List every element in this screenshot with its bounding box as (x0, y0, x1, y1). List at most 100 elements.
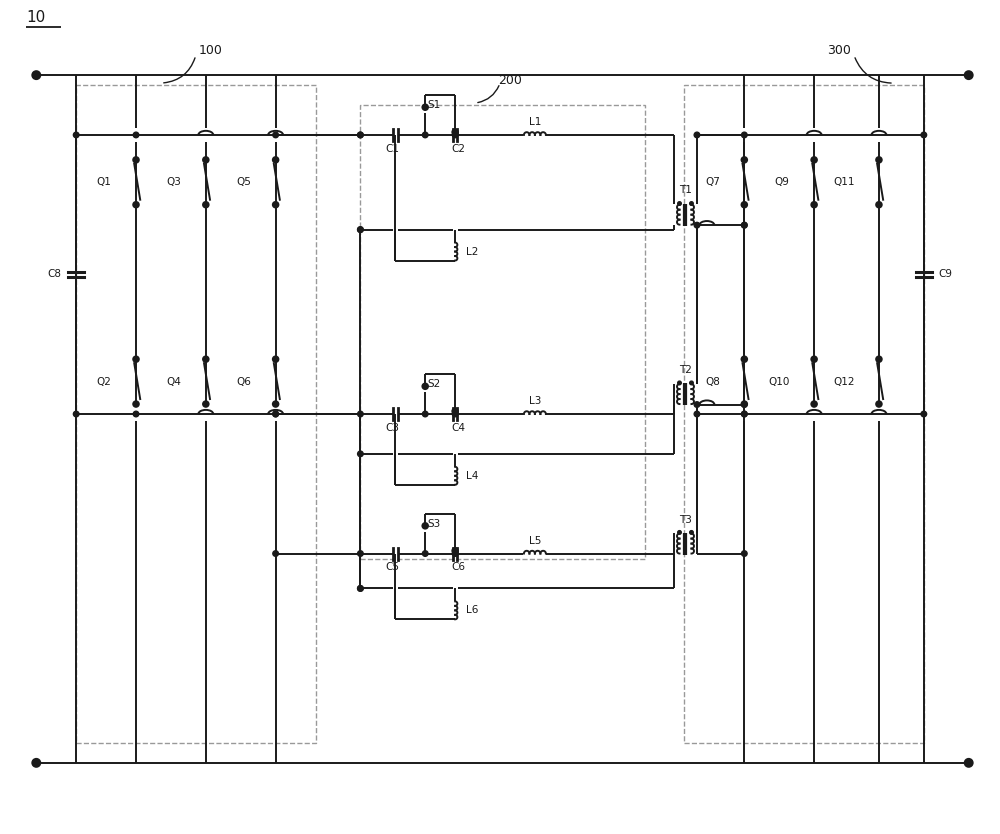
Circle shape (73, 411, 79, 417)
Circle shape (811, 202, 817, 208)
Circle shape (694, 402, 700, 407)
Circle shape (422, 132, 428, 138)
Text: L4: L4 (466, 471, 478, 481)
Text: T2: T2 (679, 365, 692, 375)
Circle shape (921, 132, 927, 138)
Text: 100: 100 (199, 43, 223, 57)
Circle shape (133, 356, 139, 362)
Circle shape (133, 157, 139, 163)
Circle shape (358, 227, 363, 233)
Circle shape (965, 759, 973, 766)
Circle shape (811, 157, 817, 163)
Text: Q9: Q9 (775, 178, 790, 188)
Circle shape (742, 223, 747, 228)
Text: C5: C5 (385, 562, 399, 572)
Circle shape (742, 223, 747, 228)
Circle shape (452, 129, 458, 135)
Text: Q10: Q10 (769, 377, 790, 387)
Circle shape (358, 411, 363, 417)
Circle shape (422, 523, 428, 529)
Text: L6: L6 (466, 605, 478, 615)
Text: Q3: Q3 (166, 178, 181, 188)
Text: Q12: Q12 (833, 377, 855, 387)
Circle shape (422, 384, 428, 389)
Circle shape (452, 409, 458, 414)
Circle shape (678, 530, 681, 535)
Circle shape (742, 157, 747, 163)
Circle shape (358, 585, 363, 591)
Text: T3: T3 (679, 515, 692, 525)
Text: L5: L5 (529, 535, 541, 545)
Circle shape (203, 157, 209, 163)
Circle shape (203, 401, 209, 407)
Circle shape (273, 411, 278, 417)
Text: Q2: Q2 (97, 377, 112, 387)
Circle shape (422, 411, 428, 417)
Circle shape (133, 411, 139, 417)
Circle shape (273, 157, 278, 163)
Circle shape (678, 381, 681, 384)
Circle shape (694, 223, 700, 228)
Circle shape (921, 411, 927, 417)
Circle shape (690, 530, 693, 535)
Text: C2: C2 (451, 144, 465, 154)
Circle shape (742, 356, 747, 362)
Text: L1: L1 (529, 117, 541, 127)
Circle shape (358, 227, 363, 233)
Circle shape (358, 132, 363, 138)
Circle shape (452, 548, 458, 554)
Circle shape (422, 550, 428, 556)
Circle shape (203, 356, 209, 362)
Bar (684, 85, 924, 743)
Bar (76, 85, 316, 743)
Text: S3: S3 (428, 519, 441, 529)
Text: L3: L3 (529, 396, 541, 406)
Text: C8: C8 (47, 269, 61, 279)
Circle shape (742, 550, 747, 556)
Circle shape (811, 356, 817, 362)
Circle shape (742, 411, 747, 417)
Circle shape (273, 132, 278, 138)
Text: C3: C3 (385, 423, 399, 433)
Circle shape (273, 356, 278, 362)
Text: C4: C4 (451, 423, 465, 433)
Circle shape (273, 550, 278, 556)
Circle shape (133, 132, 139, 138)
Circle shape (965, 71, 973, 79)
Circle shape (358, 451, 363, 457)
Text: Q1: Q1 (97, 178, 112, 188)
Circle shape (742, 411, 747, 417)
Text: Q8: Q8 (705, 377, 720, 387)
Text: Q5: Q5 (236, 178, 251, 188)
Circle shape (811, 401, 817, 407)
Text: 10: 10 (26, 10, 46, 25)
Circle shape (690, 381, 693, 384)
Circle shape (358, 585, 363, 591)
Circle shape (876, 356, 882, 362)
Bar (360, 105, 645, 559)
Text: Q4: Q4 (166, 377, 181, 387)
Text: Q7: Q7 (705, 178, 720, 188)
Text: Q6: Q6 (236, 377, 251, 387)
Circle shape (32, 759, 40, 766)
Circle shape (32, 71, 40, 79)
Circle shape (133, 202, 139, 208)
Circle shape (422, 104, 428, 110)
Circle shape (273, 202, 278, 208)
Circle shape (273, 401, 278, 407)
Circle shape (452, 132, 458, 138)
Circle shape (203, 202, 209, 208)
Circle shape (690, 202, 693, 205)
Circle shape (742, 401, 747, 407)
Circle shape (694, 411, 700, 417)
Text: C6: C6 (451, 562, 465, 572)
Circle shape (876, 401, 882, 407)
Circle shape (273, 411, 278, 417)
Circle shape (876, 157, 882, 163)
Text: T1: T1 (679, 185, 692, 195)
Circle shape (452, 550, 458, 556)
Circle shape (742, 402, 747, 407)
Text: C9: C9 (939, 269, 953, 279)
Circle shape (876, 202, 882, 208)
Circle shape (133, 401, 139, 407)
